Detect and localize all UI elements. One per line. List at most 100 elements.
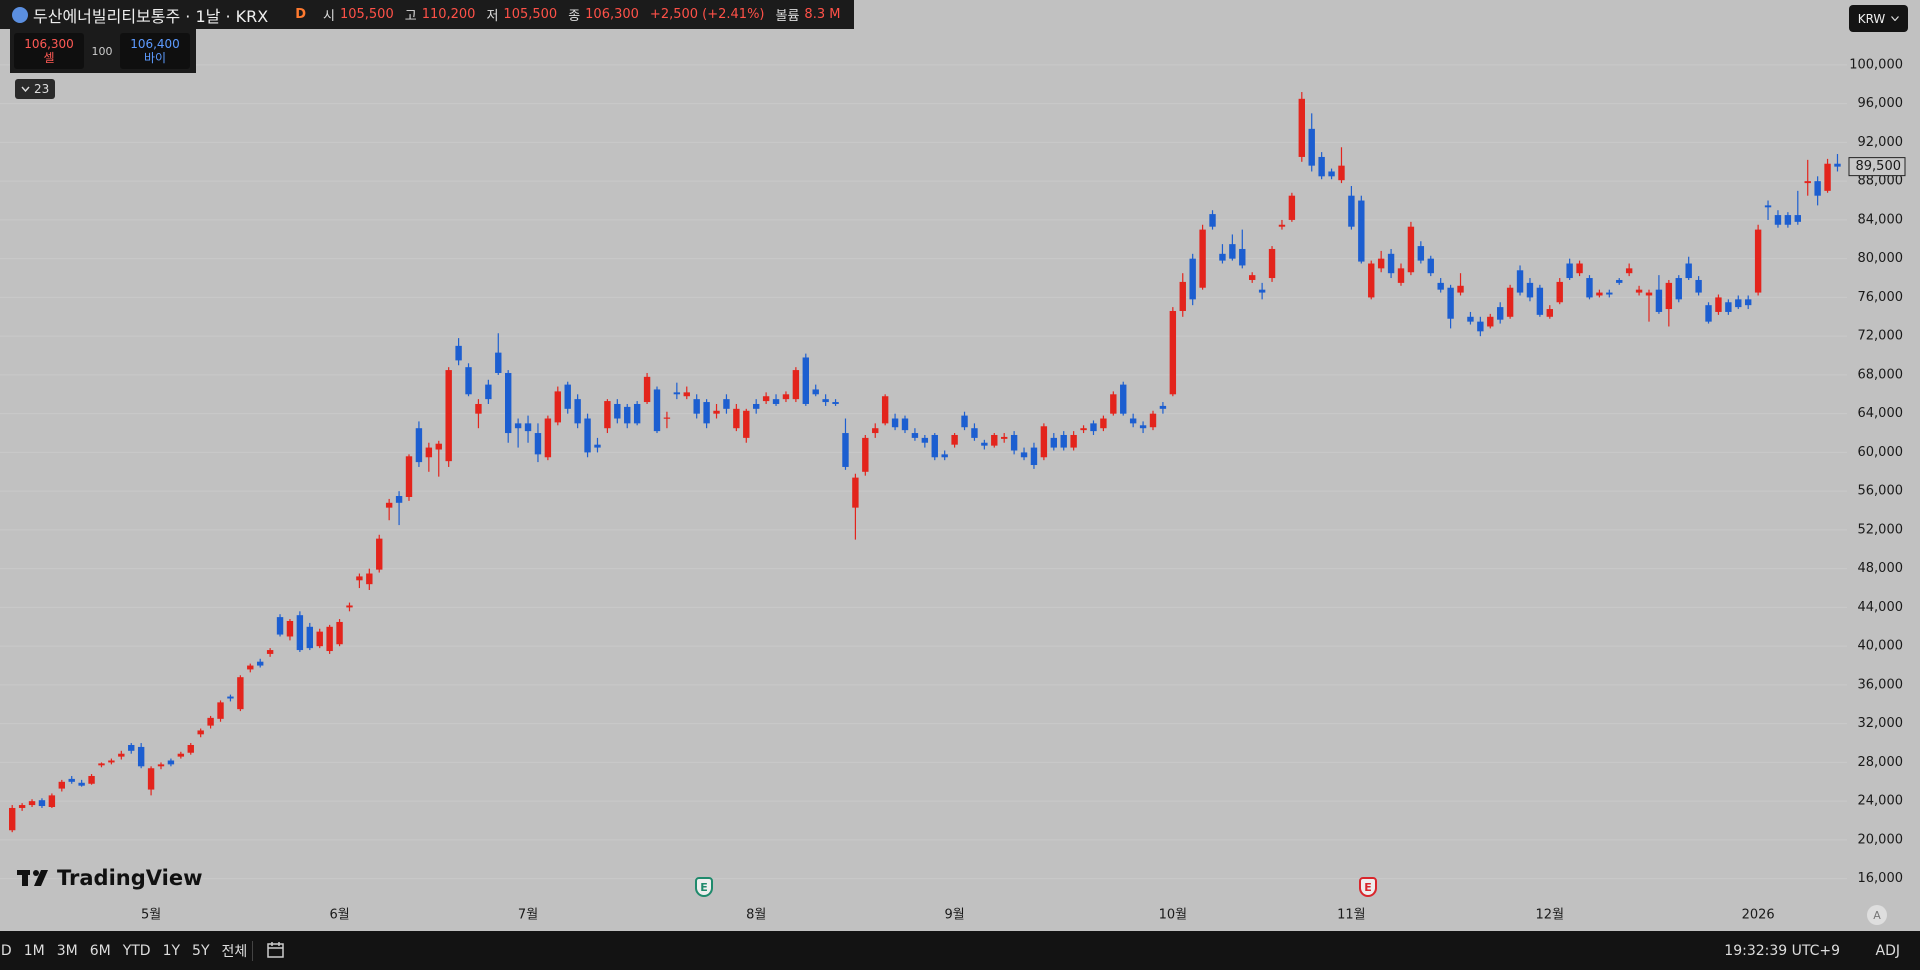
candle-body: [1427, 258, 1434, 274]
candle-body: [1377, 258, 1385, 269]
range-button[interactable]: 3M: [56, 942, 78, 959]
candle-body: [257, 661, 264, 666]
candle-body: [1715, 297, 1722, 312]
candle-body: [1229, 244, 1236, 259]
buy-label: 바이: [143, 51, 167, 65]
event-marker[interactable]: E: [695, 877, 713, 897]
date-range-icon[interactable]: [266, 940, 286, 960]
indicators-toggle[interactable]: 23: [15, 79, 56, 99]
candle-body: [554, 391, 561, 423]
volume-value: 8.3 M: [804, 7, 841, 22]
candle-body: [921, 437, 929, 443]
candle-body: [1566, 263, 1573, 279]
candle-body: [1497, 307, 1504, 320]
change: +2,500 (+2.41%): [649, 7, 765, 22]
candle-body: [1804, 181, 1811, 184]
candle-body: [316, 631, 323, 647]
clock[interactable]: 19:32:39 UTC+9: [1724, 942, 1840, 959]
close-label: 종: [568, 9, 581, 24]
indicators-count: 23: [34, 82, 50, 96]
high-value: 110,200: [421, 7, 476, 22]
candle-body: [1358, 200, 1365, 262]
candle-body: [911, 433, 919, 438]
candle-body: [852, 477, 859, 508]
x-tick-label: 12월: [1536, 908, 1565, 923]
candle-body: [9, 807, 16, 831]
candle-body: [187, 744, 194, 753]
range-button[interactable]: 6M: [89, 942, 111, 959]
candle-body: [1348, 195, 1355, 227]
candle-body: [98, 763, 105, 766]
candle-body: [425, 447, 433, 458]
candle-body: [1288, 195, 1296, 220]
candle-body: [762, 396, 770, 402]
candle-body: [1447, 287, 1454, 319]
candle-body: [1080, 428, 1087, 431]
trade-panel: 106,300 셀 100 106,400 바이: [10, 29, 196, 73]
candle-body: [1526, 282, 1534, 298]
candle-body: [1249, 275, 1256, 280]
candle-body: [653, 389, 661, 432]
adjust-button[interactable]: ADJ: [1875, 942, 1901, 959]
candle-body: [1635, 289, 1643, 293]
candle-body: [68, 778, 75, 782]
interval[interactable]: D: [295, 7, 306, 22]
tradingview-logo[interactable]: TradingView: [17, 866, 202, 890]
auto-scale-button[interactable]: A: [1867, 905, 1887, 925]
candle-body: [1665, 282, 1673, 310]
range-button[interactable]: YTD: [122, 942, 151, 959]
open-value: 105,500: [339, 7, 394, 22]
candle-body: [385, 502, 393, 508]
x-tick-label: 2026: [1742, 908, 1775, 923]
candle-body: [207, 717, 214, 726]
range-button[interactable]: 전체: [221, 943, 248, 960]
candle-body: [1625, 268, 1633, 274]
candle-body: [147, 768, 155, 790]
symbol-name[interactable]: 두산에너빌리티보통주 · 1날 · KRX: [33, 6, 269, 26]
candle-body: [951, 434, 958, 445]
candle-body: [1387, 253, 1395, 274]
y-tick-label: 68,000: [1858, 367, 1904, 382]
y-tick-label: 52,000: [1858, 522, 1904, 537]
range-button[interactable]: 1M: [23, 942, 45, 959]
candle-body: [901, 418, 909, 431]
currency-button[interactable]: KRW: [1849, 5, 1908, 32]
y-tick-label: 40,000: [1858, 639, 1904, 654]
candle-body: [217, 702, 224, 719]
buy-button[interactable]: 106,400 바이: [120, 33, 190, 69]
candle-body: [1397, 268, 1405, 283]
range-button[interactable]: 1Y: [162, 942, 181, 959]
candle-body: [1149, 413, 1157, 428]
high-label: 고: [404, 9, 417, 24]
range-button[interactable]: 5Y: [192, 942, 210, 959]
sell-button[interactable]: 106,300 셀: [14, 33, 84, 69]
candle-body: [1794, 215, 1801, 222]
candle-body: [395, 496, 403, 503]
candle-body: [505, 372, 512, 434]
candle-body: [1457, 285, 1464, 293]
candle-body: [1070, 434, 1077, 448]
candle-body: [1784, 215, 1792, 225]
candle-body: [812, 389, 819, 395]
last-price-label: 89,500: [1856, 159, 1902, 174]
x-tick-label: 10월: [1159, 908, 1188, 923]
candle-body: [1745, 299, 1752, 306]
chevron-icon: [1891, 16, 1900, 21]
candle-body: [197, 730, 204, 735]
candle-body: [1725, 302, 1732, 312]
candle-body: [574, 399, 581, 424]
y-tick-label: 20,000: [1858, 832, 1904, 847]
candle-body: [237, 677, 244, 710]
candle-body: [266, 650, 274, 654]
y-tick-label: 72,000: [1858, 329, 1904, 344]
candle-body: [1675, 278, 1682, 300]
candle-body: [961, 415, 968, 428]
candle-body: [1368, 263, 1375, 298]
range-button[interactable]: 5D: [0, 942, 12, 959]
y-tick-label: 80,000: [1858, 251, 1904, 266]
candle-body: [1040, 426, 1048, 458]
event-marker[interactable]: E: [1359, 877, 1377, 897]
candle-body: [78, 782, 85, 786]
symbol-icon: [12, 6, 28, 23]
quantity[interactable]: 100: [91, 44, 113, 58]
